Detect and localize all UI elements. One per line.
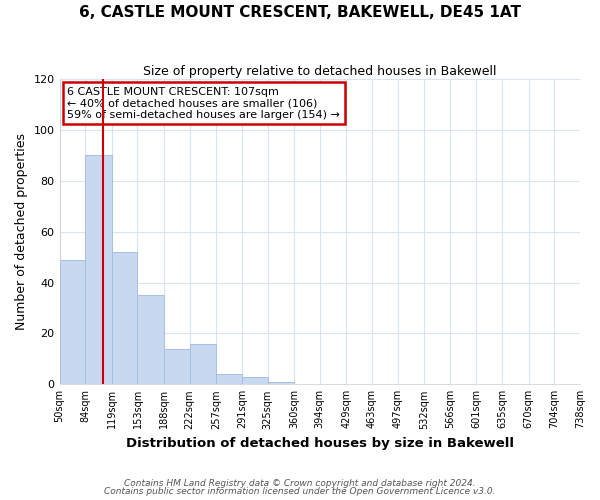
Bar <box>268 382 294 384</box>
Text: Contains HM Land Registry data © Crown copyright and database right 2024.: Contains HM Land Registry data © Crown c… <box>124 478 476 488</box>
Y-axis label: Number of detached properties: Number of detached properties <box>15 133 28 330</box>
Bar <box>59 260 85 384</box>
X-axis label: Distribution of detached houses by size in Bakewell: Distribution of detached houses by size … <box>126 437 514 450</box>
Text: 6 CASTLE MOUNT CRESCENT: 107sqm
← 40% of detached houses are smaller (106)
59% o: 6 CASTLE MOUNT CRESCENT: 107sqm ← 40% of… <box>67 87 340 120</box>
Bar <box>137 296 164 384</box>
Text: Contains public sector information licensed under the Open Government Licence v3: Contains public sector information licen… <box>104 487 496 496</box>
Bar <box>164 348 190 384</box>
Bar <box>242 376 268 384</box>
Bar <box>190 344 216 384</box>
Text: 6, CASTLE MOUNT CRESCENT, BAKEWELL, DE45 1AT: 6, CASTLE MOUNT CRESCENT, BAKEWELL, DE45… <box>79 5 521 20</box>
Bar <box>112 252 137 384</box>
Bar <box>85 156 112 384</box>
Title: Size of property relative to detached houses in Bakewell: Size of property relative to detached ho… <box>143 65 497 78</box>
Bar <box>216 374 242 384</box>
